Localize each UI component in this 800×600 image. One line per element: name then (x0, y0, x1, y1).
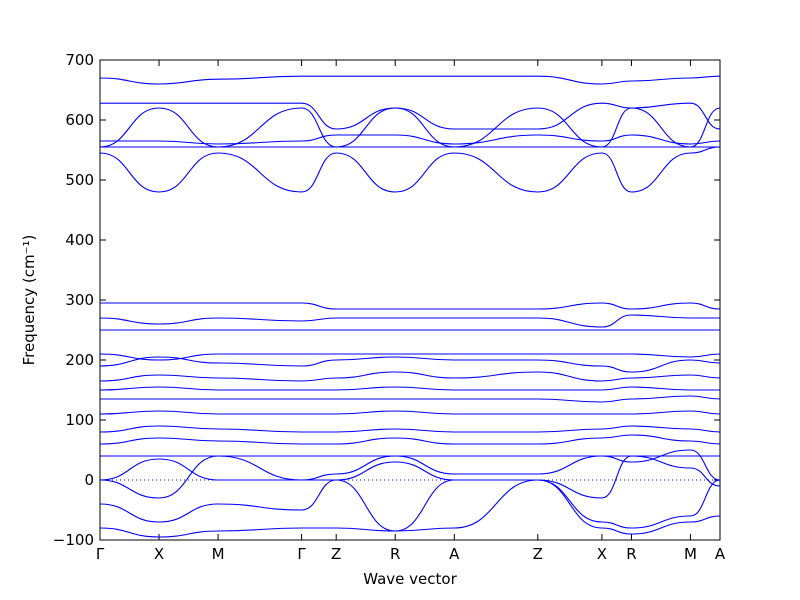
x-tick-label: Z (533, 545, 543, 563)
x-tick-label: A (715, 545, 726, 563)
y-tick-label: 0 (84, 471, 94, 489)
y-tick-label: 300 (65, 291, 94, 309)
y-tick-label: −100 (53, 531, 94, 549)
band-line (99, 386, 720, 391)
y-tick-label: 600 (65, 111, 94, 129)
band-line (99, 449, 721, 481)
band-line (99, 479, 721, 532)
x-tick-label: R (390, 545, 400, 563)
band-line (99, 102, 721, 130)
band-line (99, 410, 721, 415)
band-line (99, 107, 721, 148)
phonon-bands (99, 75, 721, 538)
x-tick-label: Γ (96, 545, 105, 563)
x-tick-label: X (154, 545, 164, 563)
plot-frame (99, 59, 721, 541)
y-axis-ticks: −100 0 100 200 300 400 500 600 700 (53, 51, 720, 549)
band-line (99, 356, 721, 373)
y-tick-label: 200 (65, 351, 94, 369)
plot-area (99, 75, 721, 538)
x-tick-label: X (597, 545, 607, 563)
x-tick-label: M (684, 545, 697, 563)
band-line (99, 455, 721, 499)
band-line (99, 479, 721, 538)
band-line (99, 353, 721, 361)
x-axis-label: Wave vector (363, 570, 457, 588)
x-tick-label: Z (331, 545, 341, 563)
band-line (99, 425, 721, 433)
y-tick-label: 100 (65, 411, 94, 429)
x-tick-label: R (626, 545, 636, 563)
y-tick-label: 700 (65, 51, 94, 69)
band-line (99, 314, 720, 328)
band-line (99, 395, 721, 403)
x-tick-label: M (212, 545, 225, 563)
x-tick-label: A (449, 545, 460, 563)
y-tick-label: 400 (65, 231, 94, 249)
band-line (99, 75, 721, 85)
band-line (99, 134, 721, 145)
y-tick-label: 500 (65, 171, 94, 189)
x-tick-label: Γ (297, 545, 306, 563)
band-line (99, 434, 721, 445)
band-line (99, 371, 721, 382)
y-axis-label: Frequency (cm⁻¹) (20, 235, 38, 366)
band-line (99, 146, 721, 193)
band-line (100, 302, 721, 310)
